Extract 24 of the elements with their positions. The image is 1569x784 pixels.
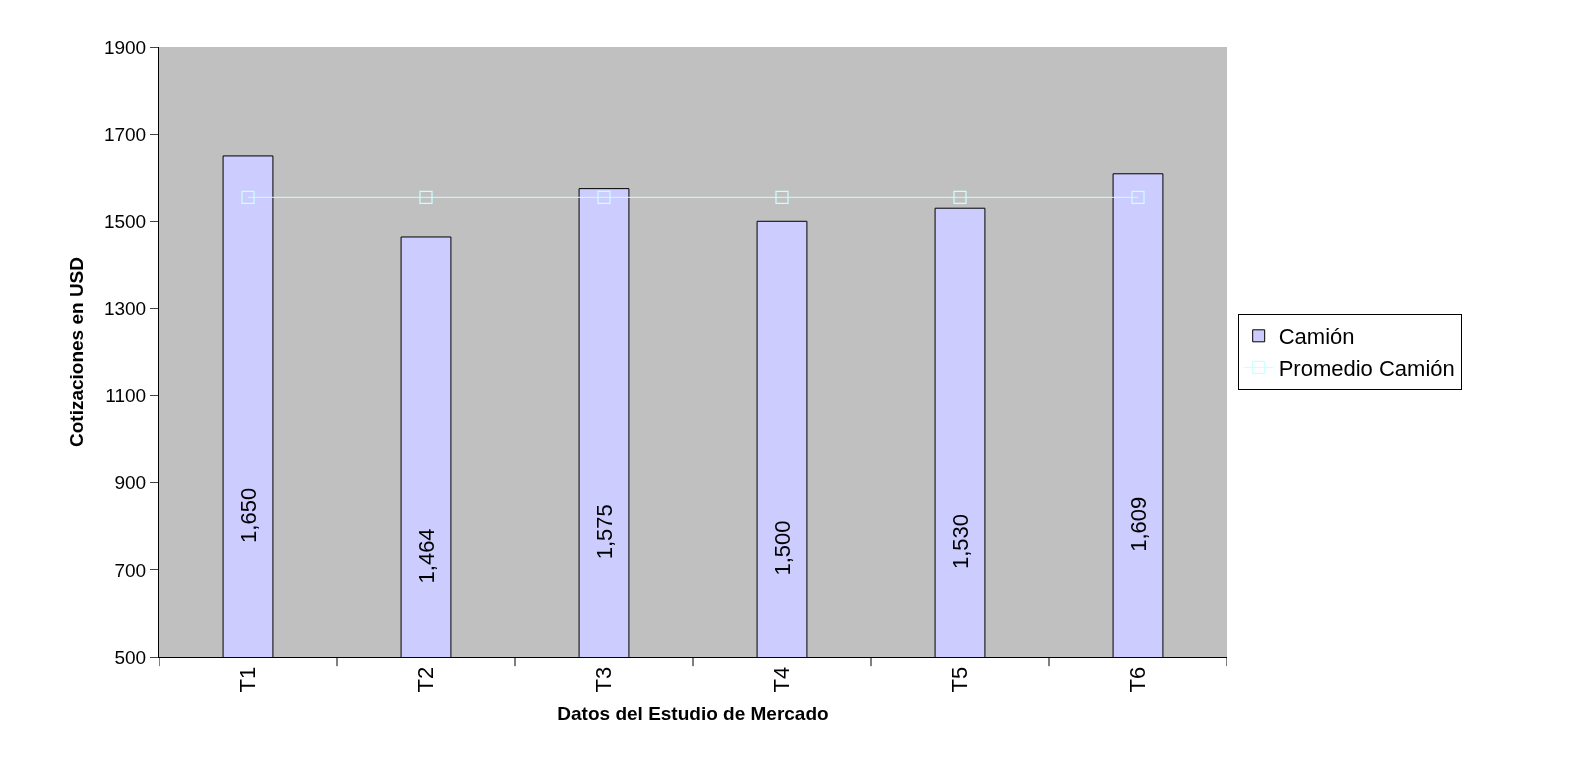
x-tick-label: T4	[769, 666, 795, 693]
legend-label: Camión	[1278, 324, 1355, 350]
y-tick-label: 1700	[103, 123, 147, 145]
data-label: 1,650	[235, 487, 261, 543]
y-tick-label: 1900	[103, 36, 147, 58]
y-axis-title: Cotizaciones en USD	[65, 256, 87, 448]
x-tick-label: T1	[235, 666, 261, 693]
x-tick-label: T6	[1125, 666, 1151, 693]
y-tick-label: 900	[114, 472, 147, 494]
y-tick-label: 700	[114, 559, 147, 581]
x-tick-label: T5	[947, 666, 973, 693]
legend-label: Promedio Camión	[1278, 355, 1455, 381]
y-tick-label: 1100	[105, 385, 147, 407]
data-label: 1,575	[591, 504, 617, 560]
data-label: 1,530	[947, 514, 973, 570]
y-tick-label: 500	[114, 646, 147, 668]
x-tick-label: T2	[413, 666, 439, 693]
x-axis-title: Datos del Estudio de Mercado	[557, 703, 829, 725]
y-tick-label: 1500	[103, 210, 147, 232]
y-tick-label: 1300	[103, 298, 147, 320]
x-tick-label: T3	[591, 666, 617, 693]
data-label: 1,464	[413, 528, 439, 584]
data-label: 1,609	[1125, 496, 1151, 552]
data-label: 1,500	[769, 520, 795, 576]
